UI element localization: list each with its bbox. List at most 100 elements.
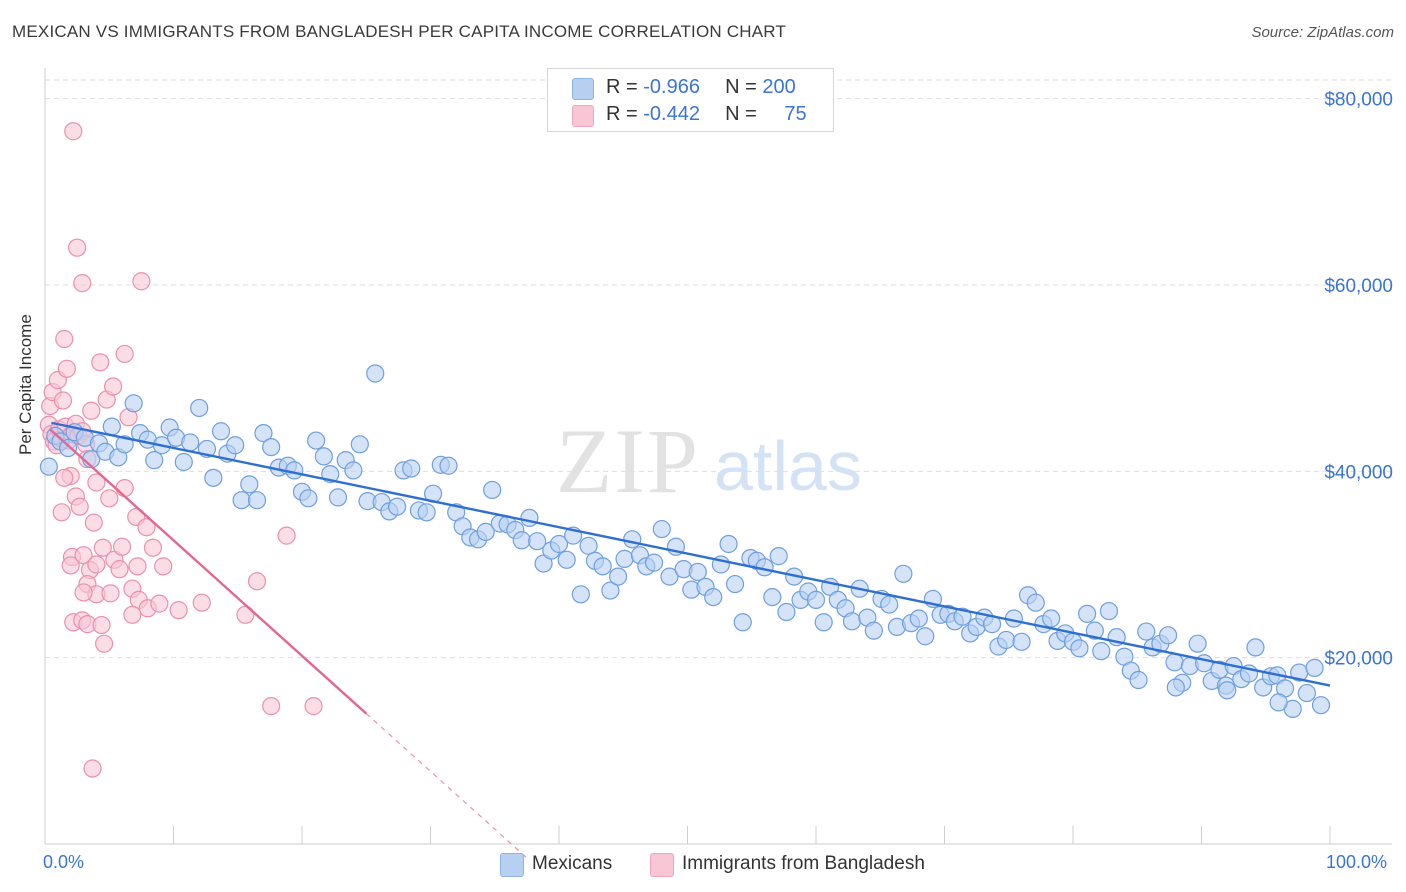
mexicans-point: [190, 398, 209, 418]
mexicans-point: [232, 491, 251, 510]
legend-r-value: -0.966: [643, 76, 700, 98]
mexicans-point: [733, 613, 752, 632]
mexicans-point: [1269, 693, 1288, 712]
bangladesh-point: [55, 329, 74, 349]
mexicans-point: [1092, 642, 1111, 661]
bangladesh-point: [87, 555, 106, 574]
mexicans-point: [528, 532, 547, 551]
mexicans-point: [652, 519, 671, 539]
mexicans-point: [483, 480, 502, 500]
bangladesh-point: [304, 697, 323, 716]
mexicans-point: [314, 447, 333, 466]
bangladesh-point: [93, 538, 112, 557]
bangladesh-point: [262, 697, 281, 716]
bangladesh-point: [143, 538, 163, 557]
mexicans-point: [1218, 681, 1237, 700]
mexicans-point: [909, 609, 928, 628]
mexicans-point: [609, 567, 628, 586]
mexicans-point: [115, 435, 134, 454]
mexicans-point: [174, 452, 193, 472]
bangladesh-point: [277, 526, 296, 545]
bangladesh-point: [115, 344, 134, 364]
legend-r-value: -0.442: [643, 103, 700, 125]
bangladesh-point: [101, 584, 120, 603]
mexicans-point: [299, 489, 318, 508]
correlation-legend: R = -0.966 N = 200 R = -0.442 N = 75: [547, 68, 834, 132]
mexicans-point: [512, 531, 531, 550]
legend-n-value: 200: [762, 76, 796, 98]
legend-swatch-pink: [572, 105, 594, 127]
legend-r-label: R =: [606, 103, 644, 125]
bottom-legend-label-mexicans: Mexicans: [532, 853, 613, 874]
mexicans-point: [549, 534, 569, 554]
mexicans-point: [719, 534, 738, 554]
mexicans-point: [593, 557, 612, 576]
bangladesh-point: [104, 377, 123, 396]
mexicans-point: [1165, 653, 1184, 672]
bangladesh-point: [150, 594, 169, 613]
mexicans-trend-line: [51, 421, 1331, 687]
bangladesh-point: [137, 518, 156, 537]
bangladesh-point: [55, 468, 74, 487]
mexicans-point: [688, 562, 707, 582]
trend-lines: [49, 421, 1331, 859]
mexicans-point: [439, 456, 458, 475]
bangladesh-point: [73, 274, 92, 293]
legend-swatch-blue: [572, 78, 594, 100]
mexicans-point: [417, 503, 436, 522]
mexicans-point: [145, 451, 164, 470]
bangladesh-point: [154, 557, 173, 576]
y-tick-label: $60,000: [1324, 276, 1393, 297]
mexicans-point: [557, 550, 576, 569]
mexicans-point: [520, 508, 539, 528]
axes: [44, 68, 1392, 845]
mexicans-point: [1297, 683, 1316, 703]
mexicans-point: [387, 497, 407, 516]
watermark: ZIP atlas: [556, 410, 862, 512]
bottom-legend-swatch-pink: [650, 853, 674, 877]
mexicans-point: [953, 607, 972, 626]
mexicans-point: [1078, 604, 1097, 623]
bangladesh-point: [68, 238, 87, 257]
bangladesh-point: [115, 478, 134, 498]
y-axis-label: Per Capita Income: [16, 314, 35, 455]
mexicans-point: [262, 437, 281, 457]
mexicans-point: [814, 613, 833, 632]
mexicans-point: [59, 438, 78, 458]
bangladesh-point: [83, 759, 102, 778]
mexicans-point: [1085, 621, 1104, 640]
bottom-legend-label-bangladesh: Immigrants from Bangladesh: [682, 853, 925, 874]
bangladesh-point: [57, 359, 76, 378]
mexicans-point: [1026, 593, 1045, 612]
bangladesh-point: [192, 593, 211, 612]
chart-source: Source: ZipAtlas.com: [1251, 24, 1394, 41]
mexicans-point: [601, 581, 620, 600]
mexicans-point: [247, 491, 267, 510]
bangladesh-point: [112, 537, 132, 556]
y-tick-label: $20,000: [1324, 649, 1393, 670]
mexicans-point: [226, 436, 245, 455]
bangladesh-point: [100, 489, 119, 508]
chart-title: MEXICAN VS IMMIGRANTS FROM BANGLADESH PE…: [12, 22, 787, 41]
mexicans-point: [1166, 678, 1185, 697]
mexicans-point: [1012, 632, 1031, 651]
bangladesh-point: [169, 601, 188, 620]
y-tick-labels: $20,000 $40,000 $60,000 $80,000: [1324, 90, 1393, 670]
mexicans-point: [1311, 696, 1331, 715]
bangladesh-point: [128, 557, 147, 576]
bangladesh-point: [247, 572, 267, 591]
mexicans-point: [254, 424, 273, 443]
bangladesh-trend-extension: [365, 713, 528, 859]
x-tick-min: 0.0%: [43, 852, 85, 872]
mexicans-point: [350, 435, 369, 454]
mexicans-point: [1246, 638, 1265, 657]
bangladesh-point: [52, 503, 71, 522]
watermark-zip: ZIP: [556, 410, 700, 512]
mexicans-point: [777, 602, 796, 622]
mexicans-point: [1137, 622, 1156, 641]
mexicans-point: [1042, 609, 1061, 628]
mexicans-point: [704, 587, 723, 607]
mexicans-point: [763, 587, 782, 607]
mexicans-point: [307, 431, 326, 450]
legend-n-value: 75: [784, 103, 807, 125]
